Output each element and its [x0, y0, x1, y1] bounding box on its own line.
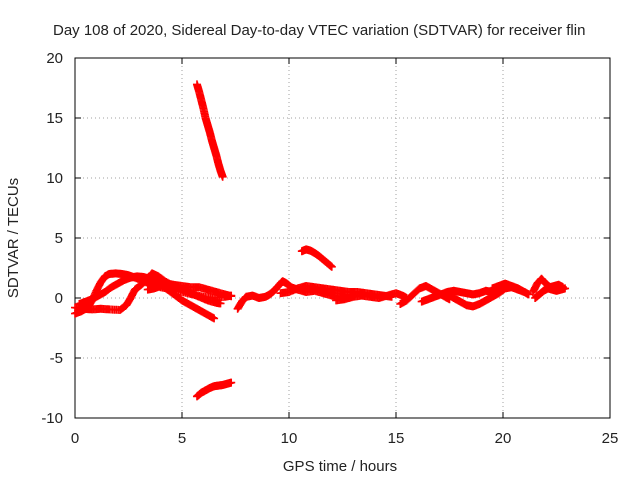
y-axis-label: SDTVAR / TECUs	[5, 178, 22, 298]
series-arc-5	[233, 277, 353, 313]
data-point	[524, 290, 533, 299]
series-arc-11	[488, 279, 533, 299]
x-tick-label: 15	[388, 430, 405, 447]
y-tick-label: 0	[55, 290, 63, 307]
y-tick-label: 20	[46, 50, 63, 67]
chart-title: Day 108 of 2020, Sidereal Day-to-day VTE…	[53, 22, 585, 39]
x-tick-label: 25	[602, 430, 619, 447]
grid-lines	[75, 58, 610, 418]
y-tick-label: -10	[41, 410, 63, 427]
data-point	[327, 262, 336, 271]
data-point	[561, 284, 570, 293]
y-tick-label: 5	[55, 230, 63, 247]
x-tick-label: 5	[178, 430, 186, 447]
x-tick-label: 10	[281, 430, 298, 447]
data-points	[71, 80, 570, 401]
series-arc-4	[143, 279, 236, 301]
x-axis-label: GPS time / hours	[283, 458, 397, 475]
data-point	[227, 378, 236, 387]
data-point	[227, 292, 236, 301]
x-tick-label: 0	[71, 430, 79, 447]
series-upper-arc	[192, 80, 227, 181]
series-negative-arc	[192, 378, 236, 401]
series-arc-9	[417, 286, 497, 306]
data-point	[218, 172, 227, 181]
x-tick-label: 20	[495, 430, 512, 447]
data-point	[216, 299, 225, 308]
axis-ticks: 0 5 10 15 20 25 -10 -5 0 5 10 15 20	[41, 50, 618, 447]
data-point	[210, 314, 219, 323]
series-arc-13	[531, 284, 570, 302]
y-tick-label: 10	[46, 170, 63, 187]
series-arc-3	[71, 269, 225, 314]
y-tick-label: -5	[50, 350, 63, 367]
y-tick-label: 15	[46, 110, 63, 127]
series-mid-arc	[297, 245, 336, 271]
